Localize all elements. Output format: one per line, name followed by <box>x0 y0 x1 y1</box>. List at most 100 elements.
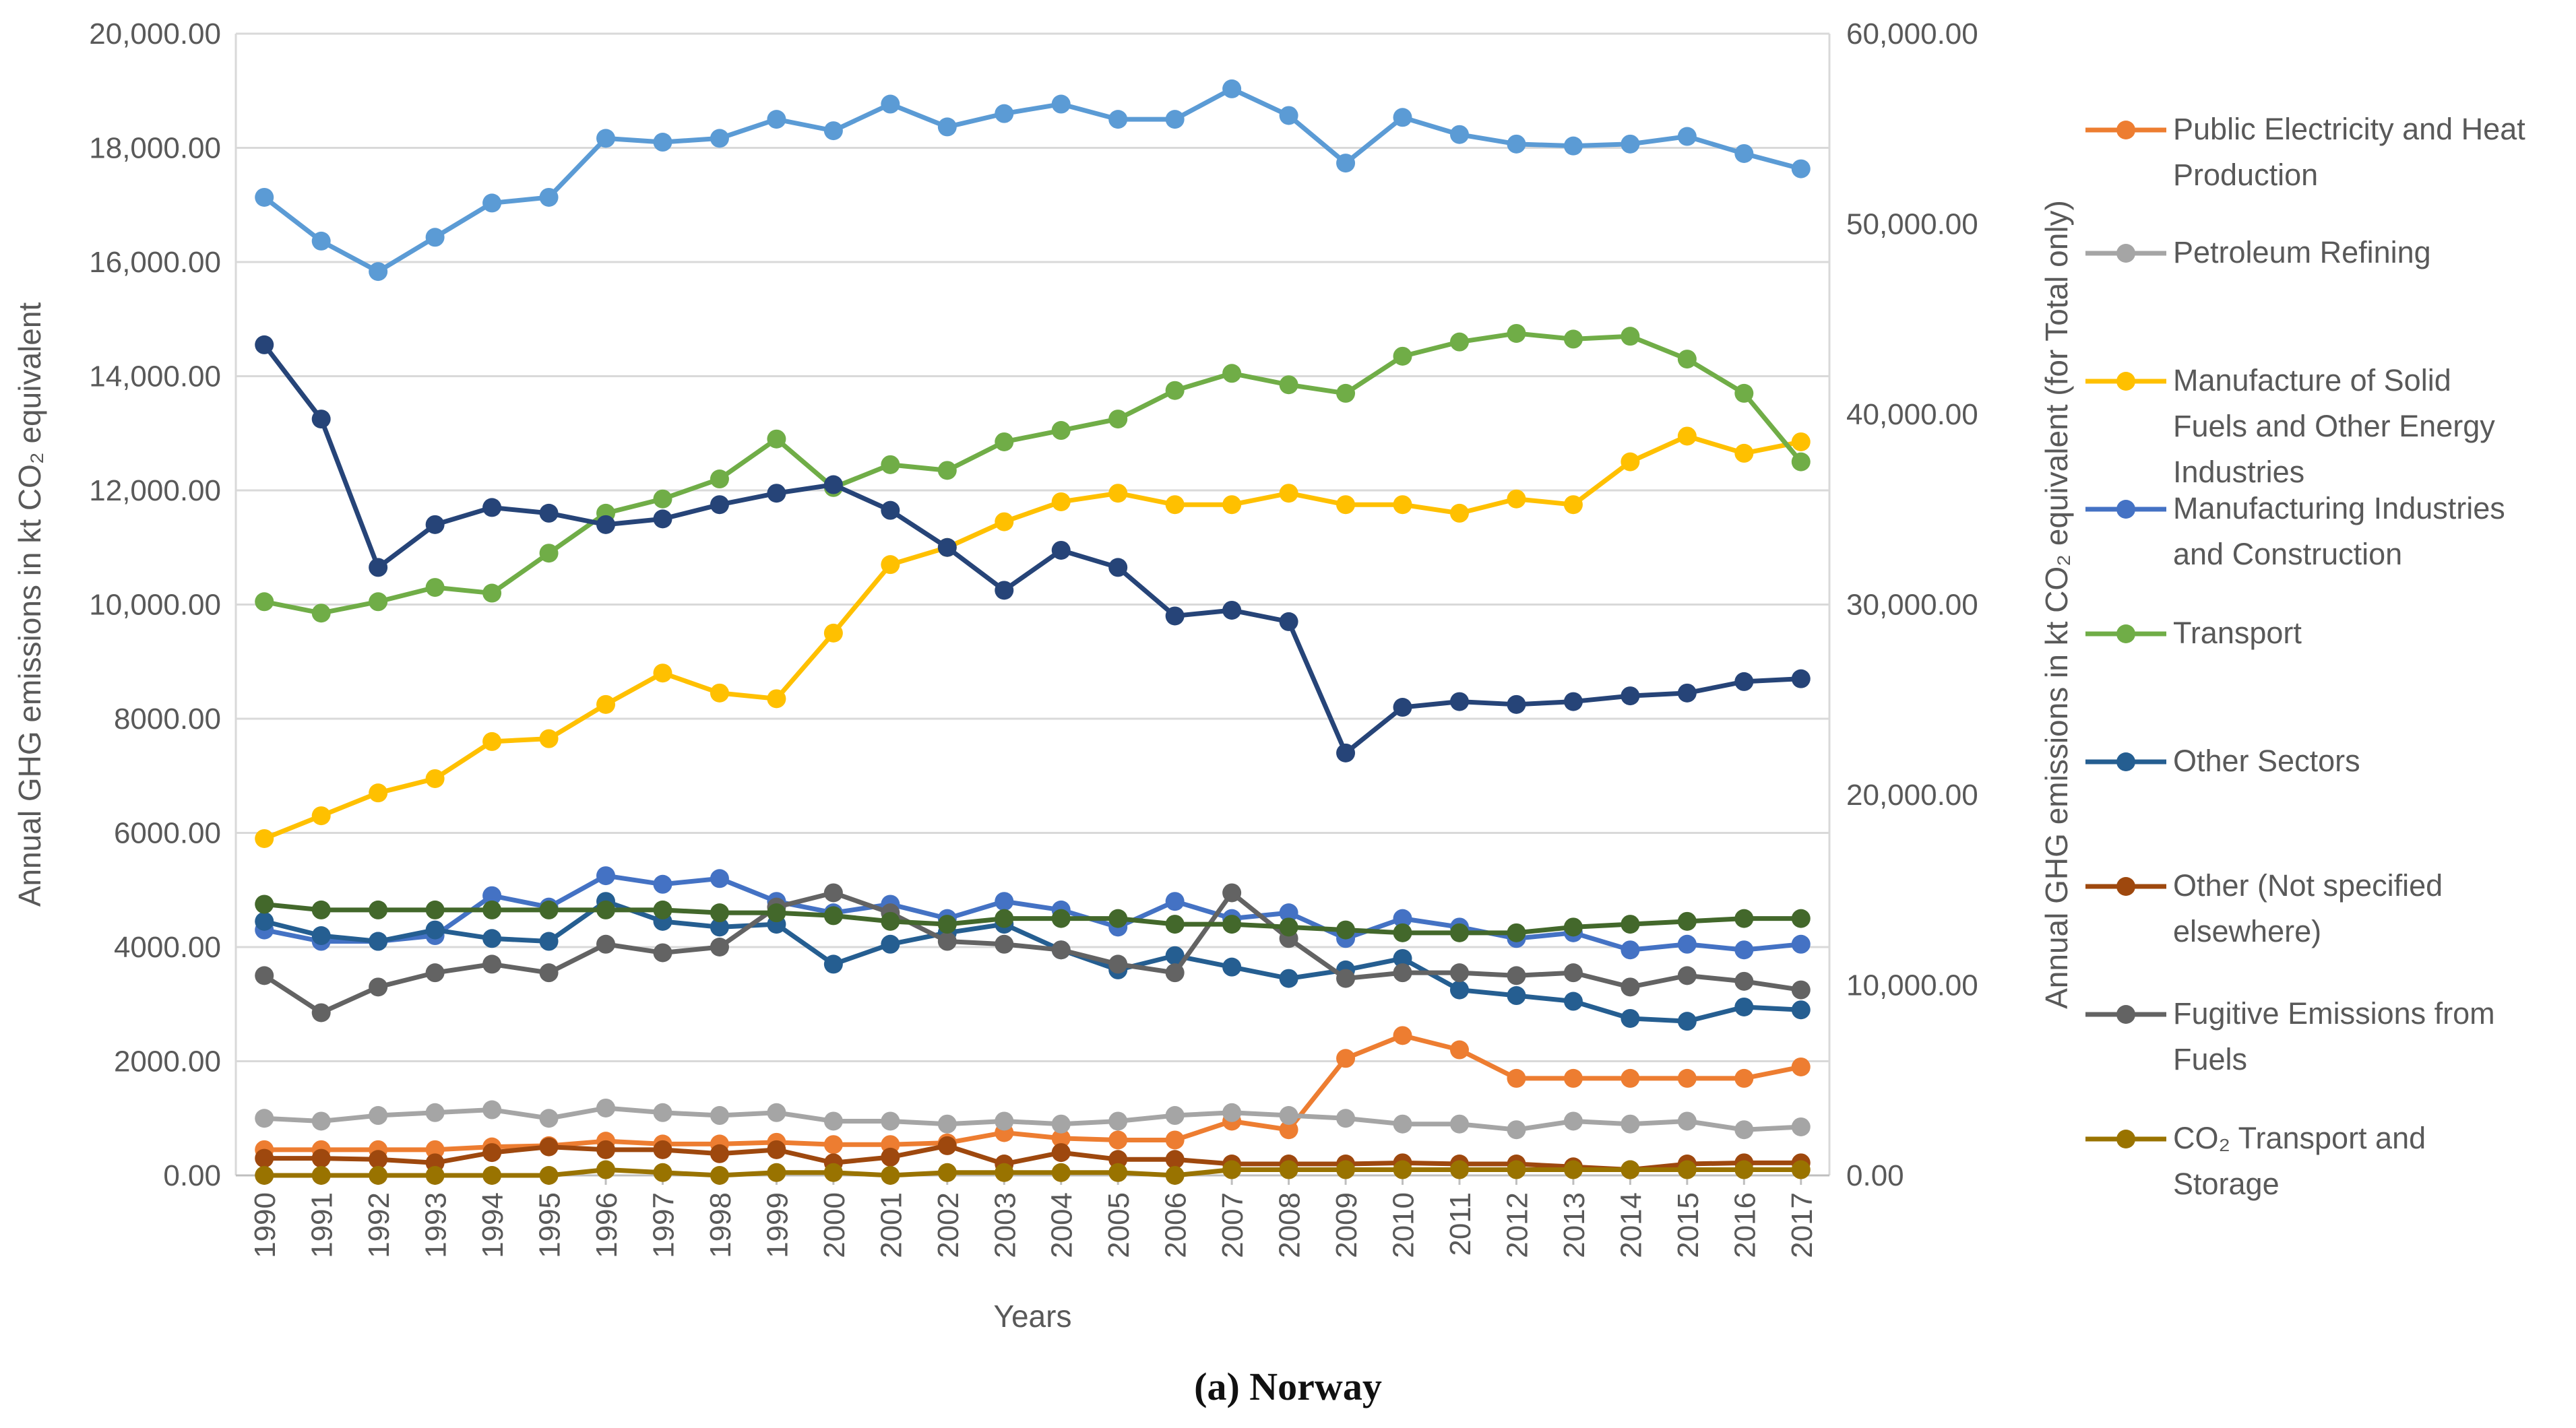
series-point-8 <box>1507 966 1526 985</box>
legend-label: Industries <box>2173 455 2304 489</box>
series-point-7 <box>311 1148 331 1168</box>
series-point-3 <box>1621 452 1640 472</box>
series-point-6 <box>1734 997 1754 1016</box>
series-point-9 <box>1336 920 1356 940</box>
series-point-11 <box>1791 1160 1811 1179</box>
series-point-0 <box>995 104 1014 123</box>
x-tick-label: 2003 <box>988 1192 1022 1258</box>
series-point-4 <box>1279 903 1298 923</box>
x-tick-label: 2009 <box>1330 1192 1363 1258</box>
series-point-11 <box>1449 1160 1469 1179</box>
series-point-0 <box>653 133 672 152</box>
series-point-11 <box>539 1166 559 1185</box>
series-line-0 <box>263 86 1802 274</box>
series-point-2 <box>710 1106 729 1126</box>
series-point-10 <box>425 515 445 534</box>
x-tick-label: 2011 <box>1444 1192 1477 1256</box>
x-tick-label: 2004 <box>1046 1192 1079 1258</box>
y-left-axis-title: Annual GHG emissions in kt CO₂ equivalen… <box>12 302 47 907</box>
series-point-5 <box>767 429 786 449</box>
series-point-8 <box>482 954 502 974</box>
series-point-9 <box>1279 917 1298 937</box>
series-point-0 <box>311 231 331 251</box>
series-point-1 <box>1563 1068 1583 1088</box>
series-point-4 <box>1393 909 1412 928</box>
series-point-9 <box>311 900 331 919</box>
series-point-5 <box>653 489 672 509</box>
series-line-2 <box>264 1105 1801 1132</box>
series-point-2 <box>1051 1114 1071 1134</box>
series-point-9 <box>653 900 672 919</box>
figure-caption: (a) Norway <box>1194 1365 1382 1408</box>
y-left-tick-label: 4000.00 <box>114 931 221 964</box>
series-point-5 <box>1449 332 1469 352</box>
series-point-2 <box>482 1100 502 1119</box>
series-point-5 <box>369 592 388 612</box>
series-point-10 <box>1336 743 1356 762</box>
series-line-5 <box>263 331 1803 616</box>
y-left-tick-label: 12,000.00 <box>89 474 221 507</box>
series-point-9 <box>881 911 900 931</box>
series-point-9 <box>425 900 445 919</box>
series-point-5 <box>1336 383 1356 403</box>
series-point-2 <box>369 1106 388 1126</box>
legend-marker <box>2116 1130 2135 1148</box>
series-point-2 <box>425 1103 445 1122</box>
series-point-5 <box>1677 350 1697 369</box>
series-point-9 <box>1165 915 1185 934</box>
x-tick-label: 2005 <box>1102 1192 1135 1258</box>
series-point-6 <box>1222 957 1242 977</box>
series-point-11 <box>1393 1160 1412 1179</box>
x-tick-label: 1997 <box>647 1192 680 1258</box>
y-left-tick-label: 18,000.00 <box>89 132 221 165</box>
x-tick-label: 2016 <box>1728 1192 1761 1258</box>
y-right-tick-label: 50,000.00 <box>1846 208 1978 241</box>
series-point-5 <box>1734 383 1754 403</box>
series-point-4 <box>482 886 502 905</box>
series-point-9 <box>482 900 502 919</box>
series-point-10 <box>1051 540 1071 560</box>
series-point-9 <box>596 900 616 919</box>
series-point-5 <box>482 583 502 603</box>
series-point-2 <box>539 1109 559 1128</box>
series-point-3 <box>311 806 331 826</box>
series-point-8 <box>1734 971 1754 991</box>
series-point-3 <box>425 769 445 788</box>
series-point-7 <box>1051 1143 1071 1163</box>
series-point-6 <box>539 932 559 951</box>
x-tick-label: 2007 <box>1216 1192 1249 1258</box>
series-point-11 <box>369 1166 388 1185</box>
series-point-9 <box>1677 911 1697 931</box>
series-point-4 <box>1791 934 1811 954</box>
series-point-0 <box>1336 154 1356 173</box>
series-point-5 <box>1507 323 1526 343</box>
series-point-0 <box>1791 159 1811 178</box>
series-point-6 <box>425 920 445 940</box>
series-point-3 <box>255 829 274 848</box>
series-line-1 <box>264 1033 1802 1153</box>
x-axis-title: Years <box>994 1299 1072 1334</box>
series-point-0 <box>1222 79 1242 98</box>
series-point-11 <box>1507 1160 1526 1179</box>
series-point-11 <box>1222 1160 1242 1179</box>
series-point-11 <box>653 1163 672 1182</box>
series-point-2 <box>1621 1114 1640 1134</box>
series-point-2 <box>1279 1106 1298 1126</box>
series-point-5 <box>1051 421 1071 441</box>
series-point-10 <box>482 498 502 517</box>
legend-marker <box>2116 244 2135 263</box>
series-point-10 <box>1734 672 1754 691</box>
series-point-7 <box>937 1136 957 1155</box>
series-line-6 <box>263 899 1801 1024</box>
series-point-2 <box>255 1109 274 1128</box>
series-point-8 <box>1336 969 1356 988</box>
series-point-8 <box>596 934 616 954</box>
series-point-0 <box>1393 108 1412 127</box>
legend-label: Manufacture of Solid <box>2173 363 2451 397</box>
series-point-0 <box>1279 106 1298 125</box>
series-point-8 <box>539 963 559 983</box>
series-point-10 <box>767 484 786 503</box>
series-point-3 <box>653 663 672 683</box>
series-point-3 <box>1449 503 1469 523</box>
series-point-2 <box>995 1111 1014 1131</box>
